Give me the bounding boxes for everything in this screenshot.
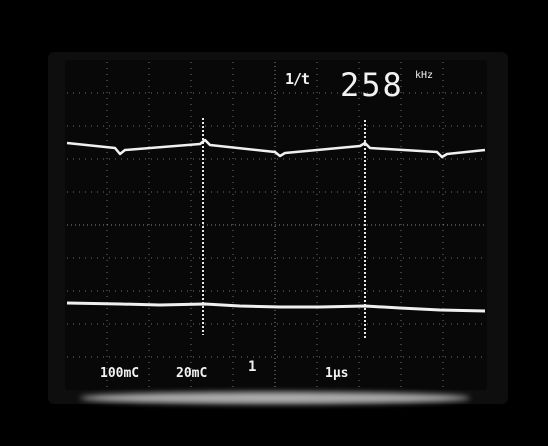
cursor-markers: [202, 118, 366, 338]
channel2-scale: 20mC: [176, 366, 208, 381]
graticule: [67, 62, 485, 390]
frequency-readout: 258: [340, 66, 404, 104]
channel2-trace: [66, 301, 486, 313]
screen-bottom-glow: [80, 392, 470, 404]
mode-indicator-icon: 1: [248, 359, 257, 375]
channel1-trace: [66, 138, 486, 159]
timebase-readout: 1μs: [325, 366, 349, 381]
trigger-mode-icon: 1/t: [285, 70, 310, 88]
channel1-scale: 100mC: [100, 366, 140, 381]
frequency-unit: kHz: [415, 70, 434, 81]
